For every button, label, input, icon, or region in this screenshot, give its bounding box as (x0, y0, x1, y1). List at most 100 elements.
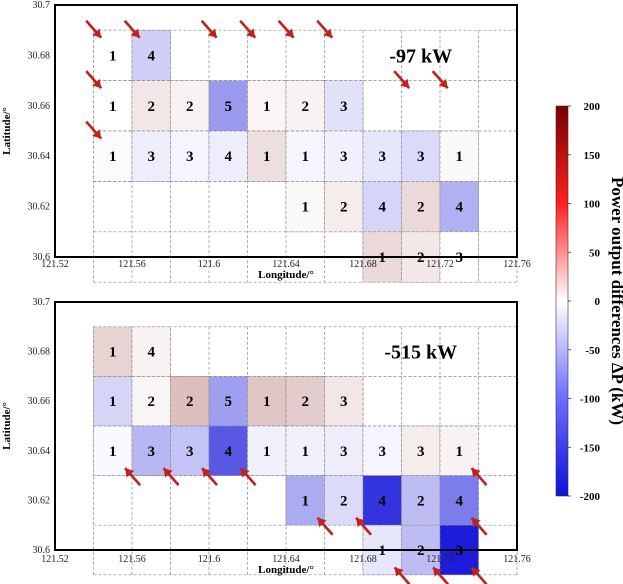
cell-label: 1 (109, 444, 117, 460)
heatmap-cell (93, 29, 133, 81)
arrow-head (284, 28, 294, 38)
y-tick-label: 30.68 (28, 347, 51, 358)
heatmap-cell (131, 326, 171, 377)
heatmap-cell (170, 376, 210, 427)
cell-label: 3 (379, 149, 387, 165)
heatmap-cell (93, 80, 133, 132)
y-tick-label: 30.6 (33, 545, 51, 556)
arrow-head (438, 78, 448, 89)
total-difference-annotation: -515 kW (384, 342, 457, 364)
y-tick-label: 30.64 (28, 151, 51, 162)
cell-label: 1 (109, 149, 117, 165)
arrow-head (125, 468, 135, 478)
arrows (124, 467, 488, 584)
cell-label: 3 (379, 444, 387, 460)
cell-label: 1 (302, 444, 310, 460)
x-tick-label: 121.72 (426, 259, 454, 270)
y-axis: 30.7 30.68 30.66 30.64 30.62 30.6 Latitude/° (1, 297, 50, 556)
arrow-head (130, 28, 140, 38)
arrow (393, 70, 411, 90)
heatmap-cell (324, 475, 364, 526)
arrow-head (92, 28, 102, 38)
heatmap-cells: 1 41 2 2 5 1 2 31 3 3 4 1 1 3 3 3 11 2 4 2 41 2 3 (93, 29, 479, 283)
cell-label: 2 (186, 99, 194, 115)
cell-label: 4 (456, 200, 464, 216)
heatmap-cell (401, 181, 441, 233)
cell-label: 3 (186, 149, 194, 165)
cell-label: 2 (302, 99, 310, 115)
heatmap-cell (170, 130, 210, 182)
heatmap-cells: 1 41 2 2 5 1 2 31 3 3 4 1 1 3 3 3 11 2 4 2 41 2 3 (93, 326, 479, 576)
heatmap-cell (93, 130, 133, 182)
cell-label: 1 (302, 493, 310, 509)
heatmap-cell (324, 80, 364, 132)
cell-label: 2 (340, 493, 348, 509)
cell-label: 1 (456, 149, 464, 165)
heatmap-cell (247, 425, 287, 476)
cell-label: 3 (186, 444, 194, 460)
colorbar-gradient (555, 105, 569, 497)
arrow-head (323, 28, 333, 38)
colorbar-tick-label: -150 (580, 442, 601, 454)
plot-frame (54, 301, 518, 551)
heatmap-cell (362, 130, 402, 182)
arrow-head (92, 78, 102, 89)
heatmap-cell (285, 376, 325, 427)
heatmap-cell (208, 425, 248, 476)
y-tick-label: 30.66 (28, 101, 51, 112)
cell-label: 4 (379, 200, 387, 216)
heatmap-cell (208, 80, 248, 132)
arrow (239, 467, 257, 487)
heatmap-cell (324, 181, 364, 233)
y-axis-title: Latitude/° (1, 107, 13, 155)
cell-label: 1 (263, 149, 271, 165)
heatmap-cell (285, 181, 325, 233)
arrow-head (356, 517, 366, 528)
cell-label: 3 (148, 444, 156, 460)
heatmap-cell (170, 80, 210, 132)
y-tick-label: 30.64 (28, 446, 51, 457)
arrow-head (163, 468, 173, 478)
colorbar-tick-label: -200 (580, 491, 601, 503)
y-tick-label: 30.62 (28, 202, 51, 213)
x-tick-label: 121.64 (272, 259, 300, 270)
arrow (124, 467, 142, 487)
arrow-head (471, 567, 481, 577)
arrow-head (92, 129, 102, 139)
cell-label: 2 (340, 200, 348, 216)
y-tick-label: 30.66 (28, 396, 51, 407)
x-tick-label: 121.76 (503, 554, 531, 565)
cell-label: 4 (456, 493, 464, 509)
x-axis-title: Longitude/° (258, 564, 314, 576)
total-difference-annotation: -97 kW (389, 45, 452, 67)
arrow (85, 19, 103, 39)
heatmap-cell (247, 376, 287, 427)
cell-label: 4 (379, 493, 387, 509)
arrow (316, 516, 334, 536)
cell-label: 3 (340, 149, 348, 165)
heatmap-cell (401, 425, 441, 476)
cell-label: 1 (302, 149, 310, 165)
arrow-head (471, 468, 481, 478)
cell-label: 1 (302, 200, 310, 216)
x-tick-label: 121.52 (41, 554, 69, 565)
heatmap-cell (285, 130, 325, 182)
x-tick-label: 121.68 (349, 554, 377, 565)
cell-label: 3 (340, 394, 348, 410)
heatmap-cell (285, 475, 325, 526)
y-tick-label: 30.7 (33, 0, 51, 11)
cell-label: 1 (109, 394, 117, 410)
cell-label: 1 (263, 444, 271, 460)
cell-label: 3 (417, 444, 425, 460)
cell-label: 2 (148, 99, 156, 115)
x-tick-label: 121.56 (118, 259, 146, 270)
arrow (470, 516, 488, 536)
x-tick-label: 121.56 (118, 554, 146, 565)
x-axis-title: Longitude/° (258, 269, 314, 281)
arrow-head (202, 468, 212, 478)
cell-label: 3 (340, 99, 348, 115)
cell-label: 5 (225, 99, 233, 115)
